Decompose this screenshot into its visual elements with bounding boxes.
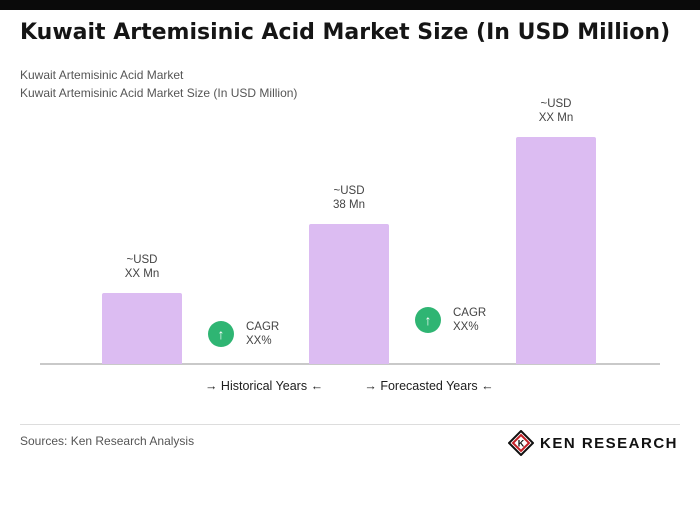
cagr-badge-1: ↑ CAGR XX% xyxy=(208,320,279,348)
ken-research-logo-icon: K xyxy=(507,430,534,456)
left-arrow-icon: ← xyxy=(310,379,324,393)
ken-research-logo-text: KEN RESEARCH xyxy=(539,434,678,452)
bar-group-3: ~USD XX Mn xyxy=(516,97,596,364)
bar-value-label-2: ~USD 38 Mn xyxy=(333,184,365,212)
growth-up-arrow-icon: ↑ xyxy=(415,307,441,333)
forecasted-years-text: Forecasted Years xyxy=(380,379,478,393)
bar-value-label-3: ~USD XX Mn xyxy=(539,97,574,125)
bar-value-line1: ~USD xyxy=(333,185,365,197)
footer-divider xyxy=(20,424,680,425)
cagr-text-1: CAGR XX% xyxy=(246,320,279,348)
forecasted-years-label: → Forecasted Years ← xyxy=(354,379,504,393)
chart-baseline xyxy=(40,363,660,365)
sources-text: Sources: Ken Research Analysis xyxy=(20,434,195,448)
cagr-label: CAGR xyxy=(246,321,280,333)
historical-years-text: Historical Years xyxy=(220,379,308,393)
right-arrow-icon: → xyxy=(364,379,377,393)
ken-research-logo: K KEN RESEARCH xyxy=(507,430,678,456)
subtitle-line1: Kuwait Artemisinic Acid Market xyxy=(20,68,184,82)
cagr-value: XX% xyxy=(453,321,479,333)
bar-value-line2: 38 Mn xyxy=(333,199,365,211)
cagr-badge-2: ↑ CAGR XX% xyxy=(415,306,486,334)
cagr-label: CAGR xyxy=(453,307,487,319)
page-title: Kuwait Artemisinic Acid Market Size (In … xyxy=(20,20,671,45)
subtitle-line2: Kuwait Artemisinic Acid Market Size (In … xyxy=(20,86,298,100)
cagr-value: XX% xyxy=(246,335,272,347)
bar-value-line1: ~USD xyxy=(126,254,158,266)
bar-value-line1: ~USD xyxy=(540,98,572,110)
growth-up-arrow-icon: ↑ xyxy=(208,321,234,347)
bar-value-line2: XX Mn xyxy=(538,112,574,124)
svg-text:K: K xyxy=(518,439,525,449)
bar-3 xyxy=(516,137,596,364)
historical-years-label: → Historical Years ← xyxy=(189,379,339,393)
bar-value-line2: XX Mn xyxy=(124,268,160,280)
left-arrow-icon: ← xyxy=(481,379,494,393)
bar-group-2: ~USD 38 Mn xyxy=(309,184,389,364)
bar-1 xyxy=(102,293,182,364)
bar-group-1: ~USD XX Mn xyxy=(102,253,182,364)
bar-value-label-1: ~USD XX Mn xyxy=(125,253,160,281)
top-accent-bar xyxy=(0,0,700,10)
right-arrow-icon: → xyxy=(204,379,218,393)
cagr-text-2: CAGR XX% xyxy=(453,306,486,334)
bar-2 xyxy=(309,224,389,364)
